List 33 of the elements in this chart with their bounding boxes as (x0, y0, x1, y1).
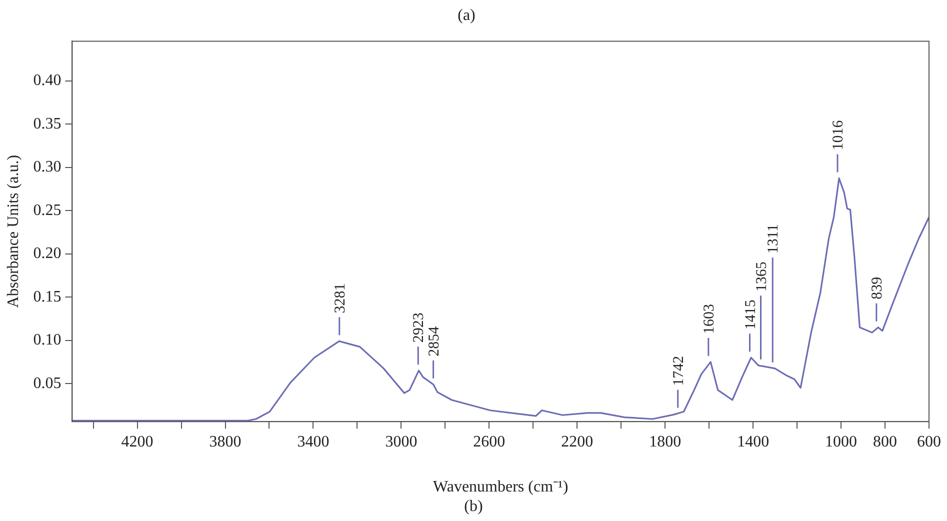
annotation: 1016 (830, 120, 847, 150)
text: (b) (463, 497, 484, 517)
y-tick-label: 0.35 (33, 115, 62, 132)
x-tick-label: 600 (917, 433, 941, 450)
y-tick-label: 0.15 (33, 288, 62, 306)
annotation: 1311 (766, 224, 782, 254)
x-tick-label: 3400 (297, 433, 330, 450)
y-tick-label: 0.30 (33, 158, 62, 176)
annotation: 1415 (742, 300, 759, 330)
x-tick-label: 2600 (473, 433, 506, 450)
annotation: 2923 (411, 312, 428, 343)
x-tick-label: 1800 (649, 433, 682, 450)
y-axis-title: Absorbance Units (a.u.) (4, 154, 22, 308)
x-tick-label: 1000 (825, 433, 858, 450)
x-tick-label: 4200 (121, 433, 154, 450)
x-tick-label: 3800 (209, 433, 242, 450)
y-tick-label: 0.40 (33, 72, 62, 90)
x-tick-label: 1400 (737, 433, 770, 450)
annotation: 1365 (754, 262, 770, 292)
y-tick-label: 0.25 (33, 202, 62, 219)
x-tick-label: 2200 (561, 433, 594, 450)
x-tick-label: 3000 (385, 433, 418, 450)
annotation: 2854 (426, 326, 442, 356)
annotation: 839 (869, 276, 886, 300)
y-tick-label: 0.05 (33, 374, 62, 392)
chart-title: (a) (458, 6, 476, 24)
x-axis-title: Wavenumbers (cm⁻¹) (433, 478, 568, 496)
annotation: 1742 (670, 356, 687, 386)
y-tick-label: 0.10 (33, 332, 62, 349)
annotation: 3281 (332, 283, 348, 314)
y-tick-label: 0.20 (33, 245, 62, 262)
x-tick-label: 800 (873, 433, 898, 450)
annotation: 1603 (701, 304, 718, 334)
